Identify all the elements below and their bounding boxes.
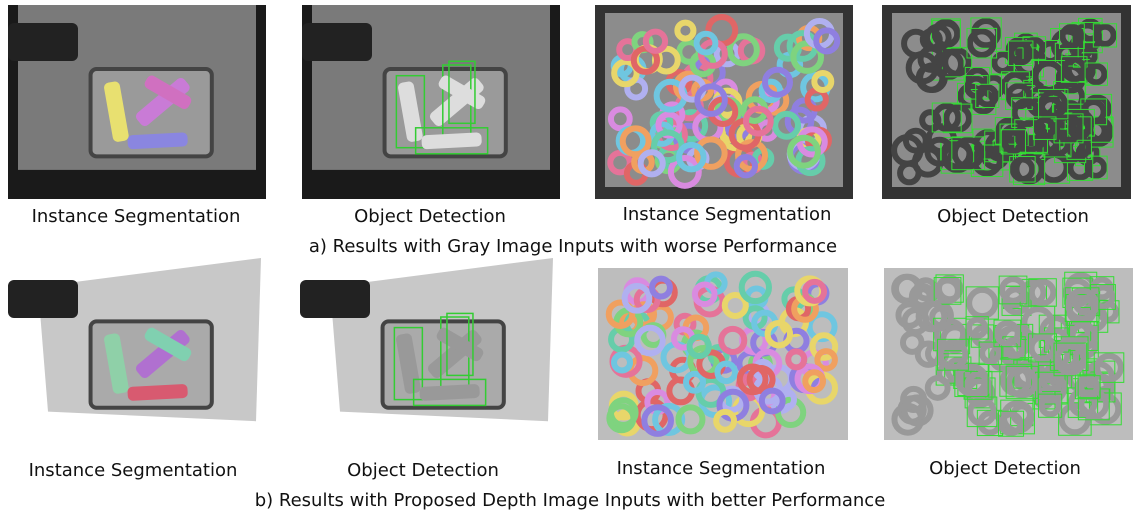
image-panel [8,5,266,199]
image-content [595,5,853,199]
panel-caption: Instance Segmentation [29,460,238,481]
image-content [8,258,266,450]
camera [8,280,78,318]
panel-caption: Object Detection [354,206,506,227]
camera [302,23,372,61]
image-panel [8,258,266,450]
panels [8,5,1137,450]
camera [8,23,78,61]
panel-caption: Instance Segmentation [32,206,241,227]
panel-caption: Object Detection [937,206,1089,227]
image-content [8,5,266,199]
panel-caption: Object Detection [347,460,499,481]
image-panel [882,5,1131,199]
row-caption: a) Results with Gray Image Inputs with w… [309,236,837,257]
image-panel [595,5,853,199]
camera [300,280,370,318]
image-content [880,258,1137,450]
image-content [300,258,558,450]
image-content [882,5,1131,199]
panel-caption: Instance Segmentation [617,458,826,479]
figure: Instance Segmentation Object Detection I… [0,0,1137,514]
image-panel [302,5,560,199]
image-panel [300,258,558,450]
panel-caption: Instance Segmentation [623,204,832,225]
image-content [594,258,852,450]
row-caption: b) Results with Proposed Depth Image Inp… [255,490,886,511]
image-panel [594,258,852,450]
panel-caption: Object Detection [929,458,1081,479]
image-panel [880,258,1137,450]
image-content [302,5,560,199]
